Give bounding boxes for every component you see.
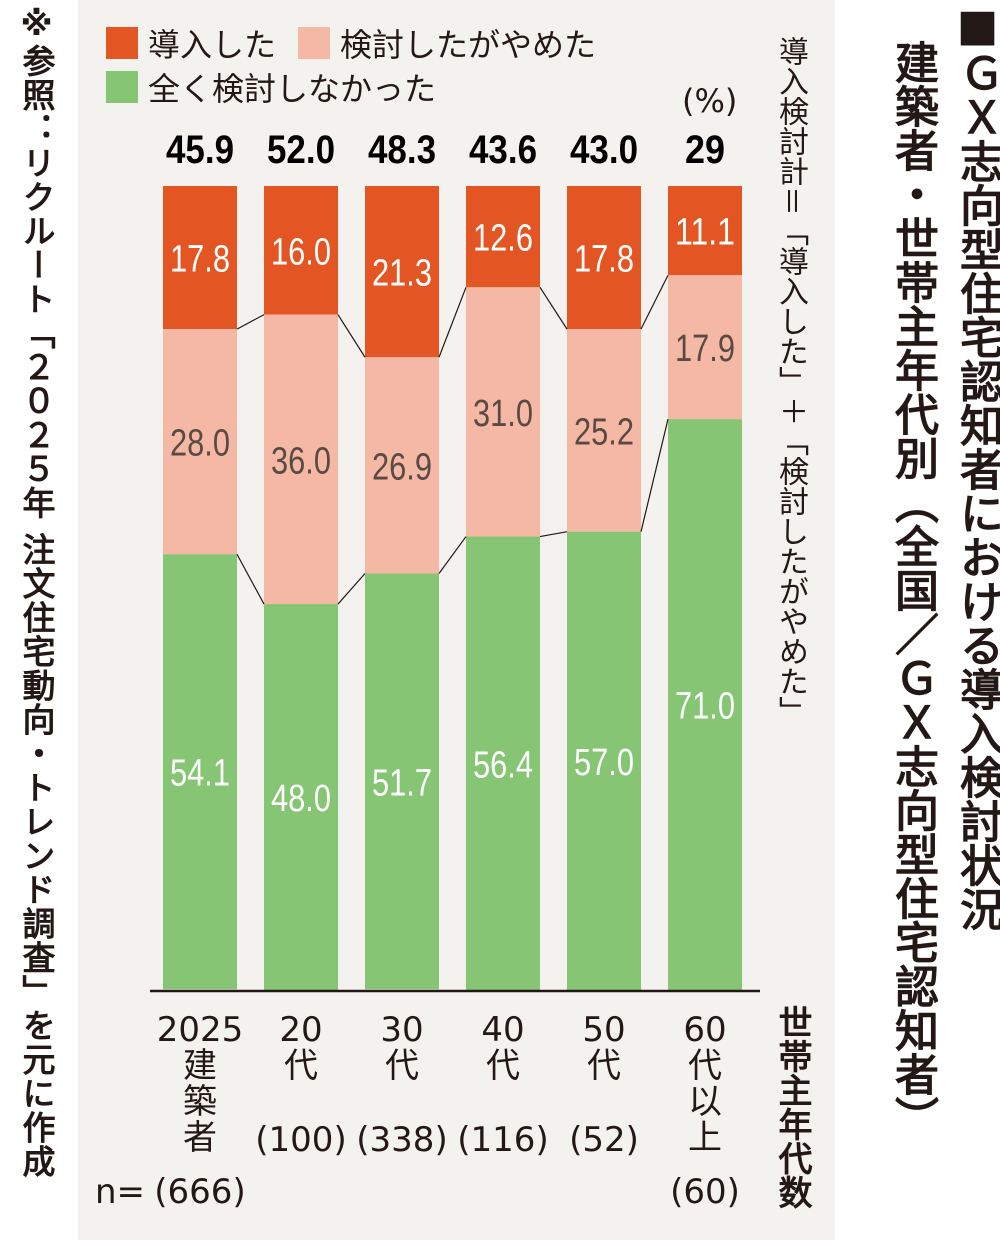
category-label-line: 40 bbox=[481, 1010, 525, 1050]
bar-segment bbox=[567, 329, 641, 532]
total-label: 43.0 bbox=[570, 128, 638, 172]
category-label-line: 2025 bbox=[156, 1010, 244, 1050]
data-label: 17.8 bbox=[170, 239, 230, 281]
category-label-line: 20 bbox=[279, 1010, 323, 1050]
connector-line bbox=[337, 573, 366, 605]
category-label-line: 代 bbox=[587, 1046, 621, 1086]
bar-segment bbox=[365, 186, 439, 358]
connector-line bbox=[236, 314, 265, 330]
connector-line bbox=[236, 553, 265, 605]
total-label: 43.6 bbox=[469, 128, 537, 172]
category-label-line: 30 bbox=[380, 1010, 424, 1050]
data-label: 28.0 bbox=[170, 423, 230, 465]
bar-segment bbox=[466, 287, 540, 537]
total-label: 48.3 bbox=[368, 128, 436, 172]
total-label: 45.9 bbox=[166, 128, 234, 172]
legend-label: 導入した bbox=[148, 26, 277, 64]
data-label: 36.0 bbox=[271, 440, 331, 482]
total-label: 29 bbox=[685, 128, 725, 172]
connector-line bbox=[539, 531, 568, 538]
bar-segment bbox=[264, 186, 338, 315]
category-label: 60 代以上 bbox=[655, 1012, 755, 1156]
sample-size: (116) bbox=[457, 1120, 549, 1160]
category-label-line: 以 bbox=[688, 1082, 722, 1122]
category-label-line: 上 bbox=[688, 1118, 722, 1158]
sample-size: (338) bbox=[356, 1120, 448, 1160]
bar-segment bbox=[567, 531, 641, 990]
legend-label: 検討したがやめた bbox=[340, 26, 597, 64]
connector-line bbox=[640, 274, 669, 330]
category-label-line: 代 bbox=[385, 1046, 419, 1086]
bar-segment bbox=[365, 573, 439, 990]
connector-line bbox=[640, 419, 669, 532]
bar-segment bbox=[466, 186, 540, 288]
bar-segment bbox=[365, 357, 439, 574]
sample-size: (60) bbox=[670, 1172, 740, 1212]
category-label-line: 築 bbox=[183, 1082, 217, 1122]
bar-segment bbox=[668, 275, 742, 420]
total-label: 52.0 bbox=[267, 128, 335, 172]
category-label: 30 代 bbox=[352, 1012, 452, 1084]
data-label: 71.0 bbox=[675, 686, 735, 728]
bar-segment bbox=[163, 186, 237, 330]
category-label-line: 者 bbox=[183, 1118, 217, 1158]
connector-line bbox=[337, 314, 366, 358]
category-label-line: 60 bbox=[683, 1010, 727, 1050]
legend-item-considered-quit: 検討したがやめた bbox=[298, 20, 596, 66]
legend-item-not-considered: 全く検討しなかった bbox=[106, 64, 436, 110]
category-label-line: 50 bbox=[582, 1010, 626, 1050]
chart-title: ■ＧＸ志向型住宅認知者における導入検討状況 bbox=[952, 0, 1000, 931]
connector-line bbox=[438, 287, 467, 358]
data-label: 26.9 bbox=[372, 446, 432, 488]
unit-label: (%) bbox=[682, 82, 738, 120]
data-label: 21.3 bbox=[372, 253, 432, 295]
legend-item-introduced: 導入した bbox=[106, 20, 276, 66]
bar-segment bbox=[466, 536, 540, 990]
category-label: 20 代 bbox=[251, 1012, 351, 1084]
data-label: 11.1 bbox=[675, 212, 735, 254]
bar-segment bbox=[567, 186, 641, 330]
chart-subtitle: 建築者・世帯主年代別（全国／ＧＸ志向型住宅認知者） bbox=[887, 40, 938, 1140]
category-label: 2025 建築者 bbox=[150, 1012, 250, 1156]
legend-label: 全く検討しなかった bbox=[148, 70, 437, 108]
total-definition-note: 導入検討計＝「導入した」＋「検討したがやめた」 bbox=[773, 36, 808, 726]
category-label-line: 代 bbox=[284, 1046, 318, 1086]
bar-segment bbox=[668, 419, 742, 990]
connector-line bbox=[539, 286, 568, 330]
data-label: 56.4 bbox=[473, 744, 533, 786]
data-label: 54.1 bbox=[170, 753, 230, 795]
category-label: 50 代 bbox=[554, 1012, 654, 1084]
sample-size-prefix: n= bbox=[94, 1172, 146, 1212]
connector-line bbox=[438, 536, 467, 574]
data-label: 16.0 bbox=[271, 231, 331, 273]
data-label: 51.7 bbox=[372, 762, 432, 804]
category-label-line: 建 bbox=[183, 1046, 217, 1086]
sample-size: (100) bbox=[255, 1120, 347, 1160]
x-axis-label: 世帯主年代数 bbox=[772, 1005, 812, 1209]
legend-swatch bbox=[106, 27, 138, 59]
category-label-line: 代 bbox=[688, 1046, 722, 1086]
data-label: 57.0 bbox=[574, 742, 634, 784]
bar-segment bbox=[163, 329, 237, 555]
category-label-line: 代 bbox=[486, 1046, 520, 1086]
sample-size: (666) bbox=[154, 1172, 246, 1212]
category-label: 40 代 bbox=[453, 1012, 553, 1084]
bar-segment bbox=[264, 604, 338, 990]
data-label: 48.0 bbox=[271, 778, 331, 820]
legend-swatch bbox=[298, 27, 330, 59]
data-label: 31.0 bbox=[473, 393, 533, 435]
bar-segment bbox=[163, 554, 237, 990]
source-note: ※参照：リクルート「２０２５年 注文住宅動向・トレンド調査」を元に作成 bbox=[17, 4, 56, 1179]
bar-segment bbox=[668, 186, 742, 276]
data-label: 12.6 bbox=[473, 218, 533, 260]
data-label: 17.9 bbox=[675, 328, 735, 370]
data-label: 17.8 bbox=[574, 239, 634, 281]
sample-size: (52) bbox=[569, 1120, 639, 1160]
legend-swatch bbox=[106, 71, 138, 103]
data-label: 25.2 bbox=[574, 411, 634, 453]
bar-segment bbox=[264, 314, 338, 605]
